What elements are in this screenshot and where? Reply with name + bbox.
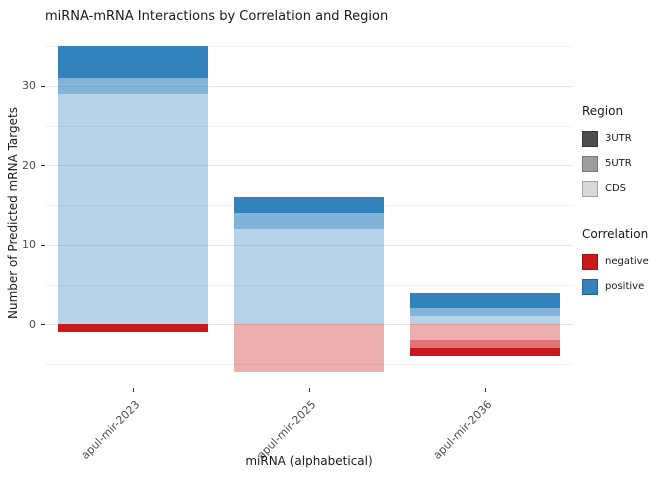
y-tick-mark [41, 165, 45, 167]
gridline-major [45, 85, 573, 87]
bar-apul-mir-2023-positive-5UTR [58, 77, 208, 94]
legend-label-3UTR: 3UTR [605, 133, 632, 144]
bar-apul-mir-2036-negative-5UTR [410, 340, 560, 349]
y-tick-mark [41, 85, 45, 87]
legend-title-correlation: Correlation [582, 227, 649, 241]
bar-apul-mir-2025-positive-5UTR [234, 213, 384, 229]
bar-apul-mir-2023-positive-CDS [58, 93, 208, 325]
legend-title-region: Region [582, 104, 624, 118]
legend-key-positive: positive [582, 274, 649, 299]
y-tick-label: 30 [22, 79, 36, 93]
x-tick-mark [133, 388, 134, 392]
x-tick-label-apul-mir-2036: apul-mir-2036 [430, 398, 495, 462]
gridline-minor [45, 45, 573, 47]
gridline-minor [45, 125, 573, 127]
gridline-major [45, 324, 573, 326]
legend-swatch-5UTR [582, 155, 598, 172]
legend-label-negative: negative [605, 256, 649, 267]
legend-swatch-negative [582, 253, 598, 270]
legend-key-negative: negative [582, 249, 649, 274]
gridline-minor [45, 364, 573, 366]
legend-group-region: Region 3UTR 5UTR CDS [582, 104, 649, 201]
chart-title: miRNA-mRNA Interactions by Correlation a… [45, 9, 389, 24]
legend: Region 3UTR 5UTR CDS Correlation negative posi… [582, 104, 649, 299]
y-tick-label: 0 [29, 317, 36, 331]
y-tick-label: 10 [22, 238, 36, 252]
bar-apul-mir-2036-positive-5UTR [410, 308, 560, 317]
bar-apul-mir-2036-negative-3UTR [410, 348, 560, 357]
bar-apul-mir-2036-negative-CDS [410, 324, 560, 341]
legend-key-5UTR: 5UTR [582, 151, 649, 176]
y-tick-mark [41, 324, 45, 326]
bar-apul-mir-2036-positive-3UTR [410, 292, 560, 309]
legend-label-5UTR: 5UTR [605, 158, 632, 169]
bar-apul-mir-2036-positive-CDS [410, 316, 560, 325]
x-tick-label-apul-mir-2023: apul-mir-2023 [78, 398, 143, 462]
y-tick-label: 20 [22, 158, 36, 172]
legend-swatch-3UTR [582, 130, 598, 147]
legend-group-correlation: Correlation negative positive [582, 227, 649, 299]
legend-swatch-positive [582, 278, 598, 295]
bar-apul-mir-2025-positive-CDS [234, 228, 384, 325]
gridline-major [45, 165, 573, 167]
x-axis-title: miRNA (alphabetical) [245, 454, 373, 468]
bar-apul-mir-2023-positive-3UTR [58, 45, 208, 78]
bar-apul-mir-2023-negative-3UTR [58, 324, 208, 333]
x-tick-mark [309, 388, 310, 392]
legend-key-CDS: CDS [582, 176, 649, 201]
x-tick-label-apul-mir-2025: apul-mir-2025 [254, 398, 319, 462]
legend-label-CDS: CDS [605, 183, 627, 194]
legend-label-positive: positive [605, 281, 645, 292]
plot-panel [45, 38, 573, 388]
legend-swatch-CDS [582, 180, 598, 197]
bar-apul-mir-2025-positive-3UTR [234, 197, 384, 213]
legend-key-3UTR: 3UTR [582, 126, 649, 151]
gridline-minor [45, 284, 573, 286]
x-tick-mark [485, 388, 486, 392]
gridline-major [45, 244, 573, 246]
bar-apul-mir-2025-negative-CDS [234, 324, 384, 373]
y-tick-mark [41, 244, 45, 246]
